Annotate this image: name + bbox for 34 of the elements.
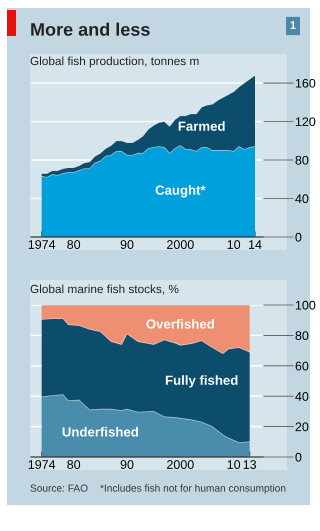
y-tick-label: 120 <box>296 117 316 126</box>
y-tick-label: 60 <box>296 362 308 370</box>
x-tick-label: 90 <box>120 460 134 469</box>
y-tick-label: 100 <box>296 300 316 310</box>
x-tick-label: 90 <box>120 240 134 249</box>
y-tick-label: 160 <box>296 78 316 88</box>
x-tick-label: 80 <box>67 240 80 249</box>
x-tick-label: 14 <box>249 240 262 249</box>
y-tick-label: 0 <box>295 232 302 242</box>
text: *Includes fish not for human consumption <box>100 484 286 494</box>
x-tick-label: 10 <box>228 240 240 249</box>
chart-title: More and less <box>31 22 150 36</box>
y-tick-label: 80 <box>295 331 308 340</box>
x-tick-label: 1974 <box>28 460 56 469</box>
x-tick-label: 1974 <box>28 240 56 249</box>
x-tick-label: 13 <box>244 460 256 469</box>
y-tick-label: 40 <box>295 194 308 204</box>
y-tick-label: 0 <box>295 452 302 462</box>
y-tick-label: 20 <box>296 422 308 432</box>
x-tick-label: 80 <box>67 460 80 469</box>
x-tick-label: 2000 <box>167 240 194 249</box>
series-label: Farmed <box>178 121 225 131</box>
y-tick-label: 80 <box>295 156 308 165</box>
series-label: Overfished <box>146 318 214 329</box>
chart-subtitle: Global fish production, tonnes m <box>30 56 199 68</box>
source-note: Source: FAO <box>30 484 88 492</box>
series-label: Underfished <box>62 426 138 437</box>
x-tick-label: 2000 <box>167 460 194 469</box>
x-tick-label: 10 <box>228 460 240 469</box>
series-label: Fully fished <box>166 375 238 388</box>
y-tick-label: 40 <box>295 392 308 401</box>
text: 1 <box>290 21 296 29</box>
chart-subtitle: Global marine fish stocks, % <box>30 284 179 295</box>
series-label: Caught* <box>156 185 206 198</box>
